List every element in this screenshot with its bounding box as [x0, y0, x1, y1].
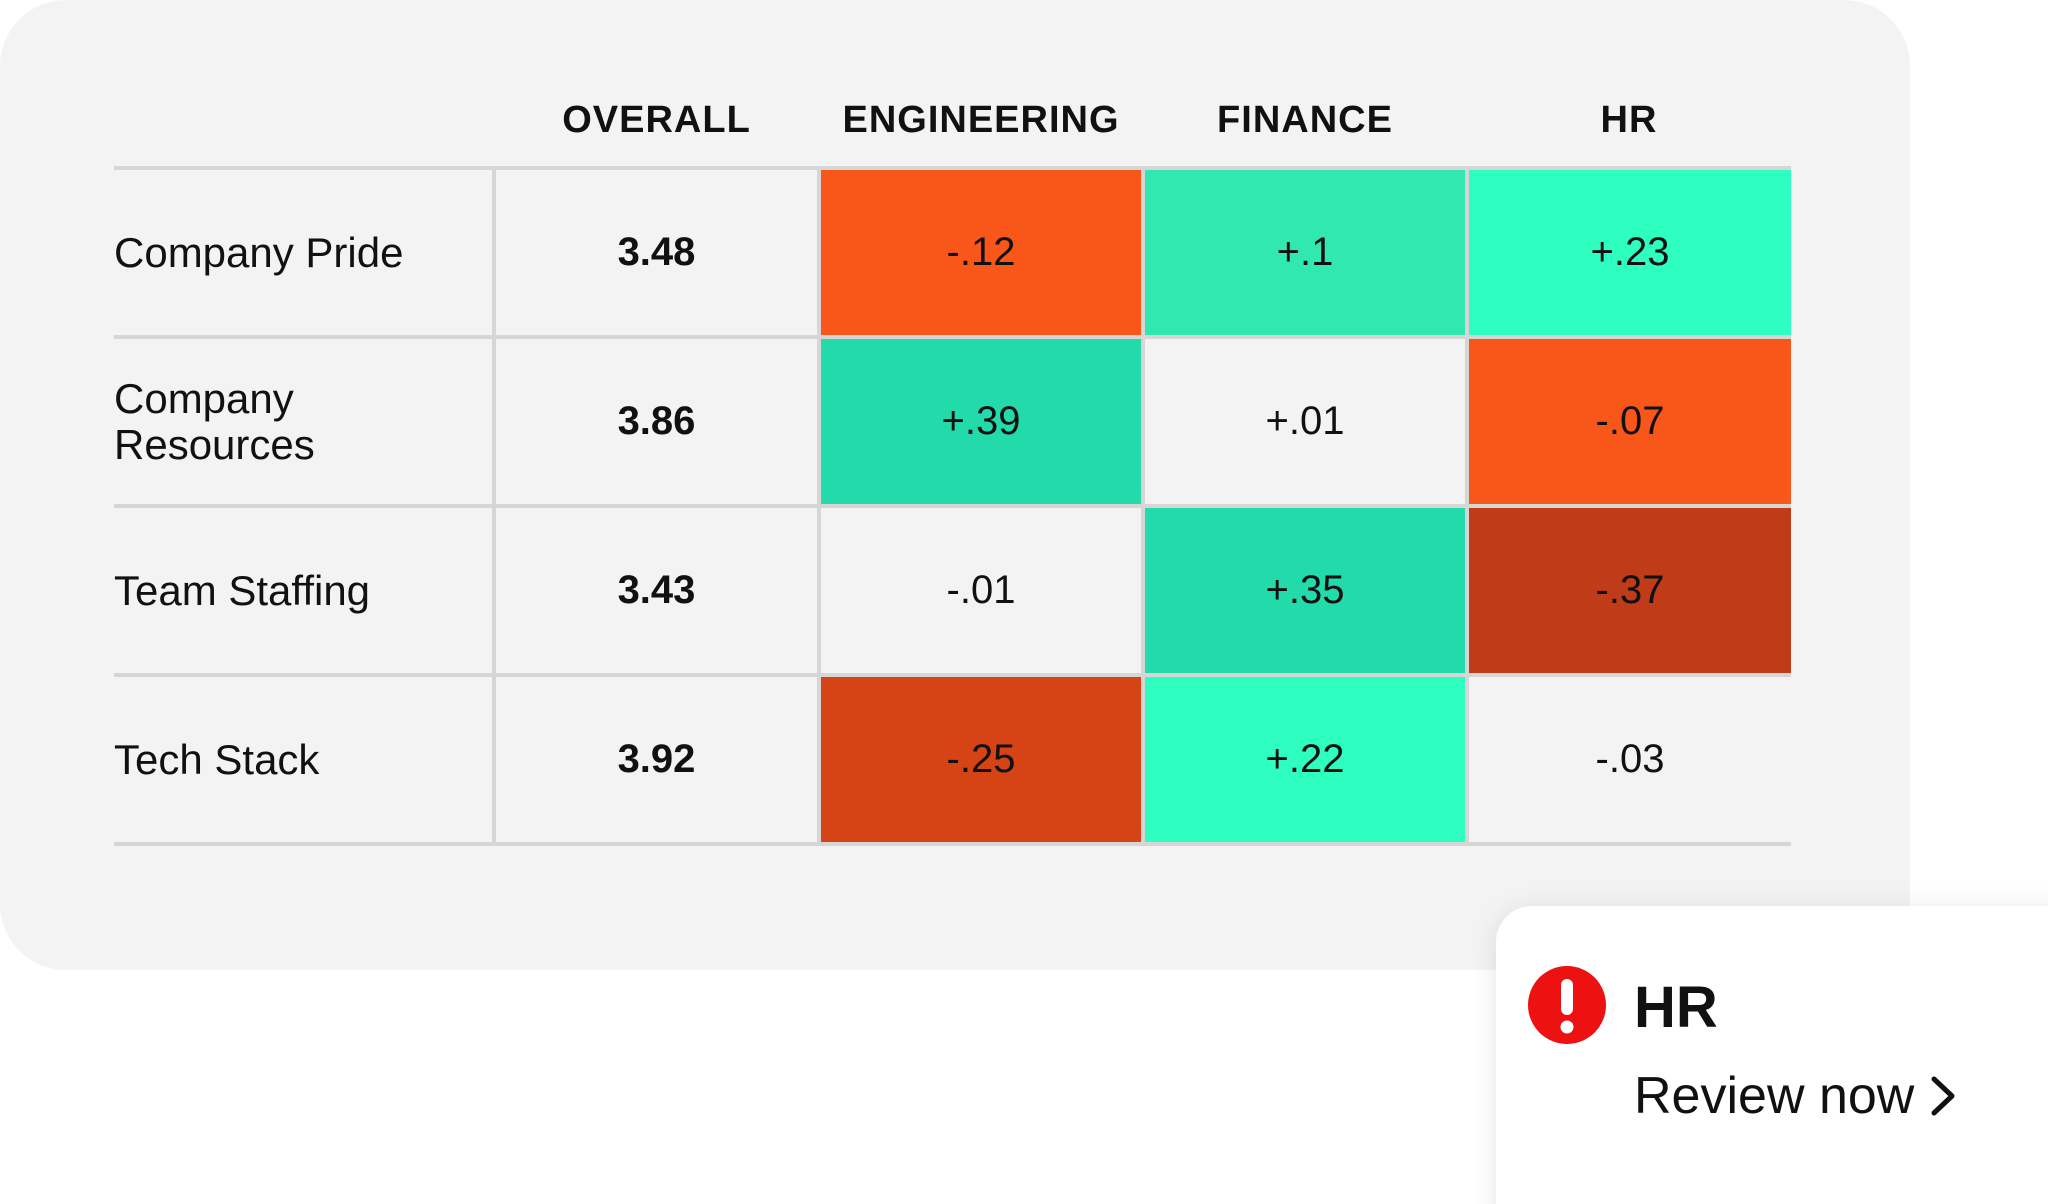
table-row: Team Staffing 3.43 -.01 +.35 -.37: [114, 506, 1791, 677]
overall-score: 3.43: [494, 506, 821, 677]
heat-cell-value: -.03: [1595, 737, 1665, 781]
table-row: Company Resources 3.86 +.39 +.01 -.07: [114, 337, 1791, 508]
review-now-link[interactable]: Review now: [1634, 1066, 1958, 1126]
header-row: OVERALL ENGINEERING FINANCE HR: [114, 74, 1791, 170]
heat-cell-value: -.12: [946, 230, 1016, 274]
row-label: Company Resources: [114, 337, 496, 508]
heat-cell[interactable]: +.39: [819, 337, 1145, 508]
alert-card[interactable]: HR Review now: [1496, 906, 2048, 1204]
row-label: Team Staffing: [114, 506, 496, 677]
row-label: Tech Stack: [114, 675, 496, 846]
heat-cell-value: +.22: [1265, 737, 1345, 781]
heatmap-table: OVERALL ENGINEERING FINANCE HR Company P…: [114, 74, 1791, 846]
heat-cell-value: -.37: [1595, 568, 1665, 612]
table-row: Tech Stack 3.92 -.25 +.22 -.03: [114, 675, 1791, 846]
alert-title: HR: [1634, 975, 1718, 1040]
heat-cell[interactable]: -.03: [1467, 675, 1791, 846]
heat-cell-value: -.01: [946, 568, 1016, 612]
overall-score: 3.92: [494, 675, 821, 846]
heat-cell-value: +.35: [1265, 568, 1345, 612]
heat-cell-value: +.01: [1265, 399, 1345, 443]
overall-score: 3.48: [494, 168, 821, 339]
chevron-right-icon: [1931, 1076, 1955, 1116]
heat-cell[interactable]: -.25: [819, 675, 1145, 846]
header-blank: [114, 74, 494, 170]
header-overall: OVERALL: [494, 74, 819, 170]
heat-cell-value: +.23: [1590, 230, 1670, 274]
heat-cell[interactable]: +.01: [1143, 337, 1469, 508]
heat-cell[interactable]: +.22: [1143, 675, 1469, 846]
header-engineering: ENGINEERING: [819, 74, 1143, 170]
heat-cell[interactable]: -.07: [1467, 337, 1791, 508]
overall-score: 3.86: [494, 337, 821, 508]
table-row: Company Pride 3.48 -.12 +.1 +.23: [114, 168, 1791, 339]
review-now-label: Review now: [1634, 1067, 1915, 1125]
heat-cell-value: +.39: [941, 399, 1021, 443]
header-finance: FINANCE: [1143, 74, 1467, 170]
heat-cell[interactable]: +.1: [1143, 168, 1469, 339]
heatmap-card: OVERALL ENGINEERING FINANCE HR Company P…: [0, 0, 1910, 970]
heat-cell-value: +.1: [1276, 230, 1334, 274]
row-label: Company Pride: [114, 168, 496, 339]
heat-cell-value: -.07: [1595, 399, 1665, 443]
heat-cell[interactable]: +.23: [1467, 168, 1791, 339]
heat-cell[interactable]: -.37: [1467, 506, 1791, 677]
header-hr: HR: [1467, 74, 1791, 170]
heat-cell[interactable]: -.12: [819, 168, 1145, 339]
heat-cell[interactable]: -.01: [819, 506, 1145, 677]
exclamation-circle-icon: [1528, 966, 1606, 1044]
heat-cell[interactable]: +.35: [1143, 506, 1469, 677]
heat-cell-value: -.25: [946, 737, 1016, 781]
